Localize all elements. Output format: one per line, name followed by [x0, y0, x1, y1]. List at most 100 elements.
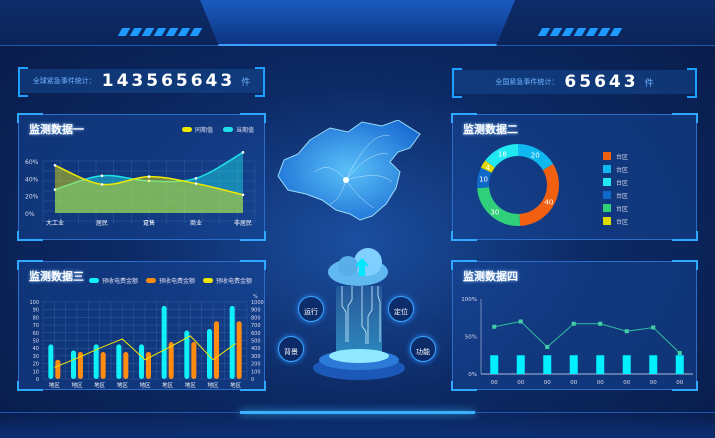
panel-monitor-4: 监测数据四 0% 50% 100% 00 00 00 00 00 00 00 00 — [451, 260, 698, 391]
panel-title: 监测数据二 — [463, 123, 518, 136]
bar-cyan — [48, 344, 54, 379]
x-tick-label: 00 — [650, 380, 657, 386]
x-tick-label: 00 — [676, 380, 683, 386]
y-tick-label: 40 — [33, 346, 39, 352]
data-point — [53, 188, 57, 191]
bar-orange — [78, 352, 83, 379]
x-tick-label: 00 — [597, 380, 604, 386]
bar — [596, 355, 605, 374]
legend-swatch — [603, 165, 611, 173]
bar-cyan — [71, 350, 76, 379]
legend-label: 台区 — [616, 153, 628, 161]
panel-title: 监测数据一 — [29, 123, 84, 136]
legend-label: 台区 — [616, 192, 628, 200]
x-tick-label: 00 — [570, 380, 577, 386]
x-tick-label: 地区 — [185, 381, 197, 389]
bar — [569, 355, 578, 374]
run-button[interactable]: 运行 — [298, 296, 324, 322]
function-button[interactable]: 功能 — [410, 336, 436, 362]
x-tick-label: 00 — [491, 380, 498, 386]
x-tick-label: 非居民 — [234, 219, 252, 227]
data-point — [677, 351, 682, 355]
y2-tick-label: 1000 — [251, 300, 264, 306]
legend-swatch — [603, 217, 611, 225]
footer-bar — [0, 411, 715, 438]
panel-title: 监测数据三 — [29, 270, 84, 283]
data-point — [545, 345, 550, 349]
legend-swatch — [603, 191, 611, 199]
line-series — [494, 320, 681, 354]
background-button[interactable]: 背景 — [278, 336, 304, 362]
data-point — [492, 324, 497, 329]
y-tick-label: 100% — [461, 297, 477, 303]
stat-unit: 件 — [241, 77, 251, 88]
donut-slice — [477, 167, 492, 189]
data-point — [147, 179, 151, 183]
bar-orange — [214, 321, 219, 379]
x-tick-label: 大工业 — [46, 219, 64, 227]
series-area-0 — [55, 165, 243, 213]
china-map — [277, 119, 421, 221]
donut-slice — [485, 144, 518, 168]
bar-orange — [100, 352, 106, 379]
stat-value: 143565643 — [101, 71, 236, 91]
data-point — [100, 183, 104, 186]
y2-tick-label: 0 — [251, 377, 254, 383]
stat-label: 全国紧急事件统计： — [495, 78, 559, 86]
x-tick-label: 地区 — [139, 381, 151, 389]
header-decoration — [117, 28, 203, 36]
bar-cyan — [93, 344, 99, 379]
data-point — [571, 321, 576, 326]
panel-monitor-2: 监测数据二 20 40 30 10 4 18 台区 台区 台区 台区 台区 台区 — [451, 113, 698, 241]
slice-value-label: 30 — [490, 208, 499, 216]
legend-item: 预收电费金额 — [88, 276, 138, 285]
data-point — [194, 182, 198, 185]
y-tick-label: 10 — [33, 369, 39, 375]
y-tick-label: 40% — [25, 176, 39, 183]
data-point — [598, 321, 603, 326]
panel-monitor-3: 监测数据三 预收电费金额 预收电费金额 预收电费金额 0 0 10 100 20 200 3… — [17, 260, 266, 391]
y-tick-label: 70 — [33, 323, 39, 329]
circuit-lines — [341, 286, 381, 344]
x-tick-label: 地区 — [162, 381, 174, 389]
bar-orange — [236, 321, 242, 379]
legend-item: 预收电费金额 — [202, 276, 252, 285]
locate-button[interactable]: 定位 — [388, 296, 414, 322]
chart-legend: 预收电费金额 预收电费金额 预收电费金额 — [88, 276, 252, 285]
y2-tick-label: 800 — [251, 315, 261, 321]
slice-value-label: 40 — [544, 198, 553, 206]
y2-tick-label: 500 — [251, 339, 261, 345]
legend-item: 同期值 — [181, 125, 213, 134]
panel-monitor-1: 监测数据一 同期值 当期值 0% 20% 40% 60% 大工业 居民 趸售 商业 非居民 — [17, 113, 266, 241]
slice-value-label: 18 — [498, 151, 507, 159]
y-tick-label: 100 — [29, 300, 39, 306]
x-tick-label: 地区 — [230, 381, 242, 389]
legend-swatch — [603, 152, 611, 160]
donut-slice — [480, 160, 495, 173]
y2-tick-label: 100 — [251, 369, 261, 375]
slice-value-label: 4 — [486, 164, 491, 172]
y-tick-label: 20 — [33, 362, 39, 368]
center-illustration: 运行 定位 背景 功能 — [270, 119, 445, 390]
bar-cyan — [116, 344, 122, 379]
panel-title: 监测数据四 — [463, 270, 518, 283]
bar — [543, 355, 552, 374]
legend-label: 台区 — [616, 218, 628, 226]
legend-label: 台区 — [616, 166, 628, 174]
y-tick-label: 80 — [33, 315, 39, 321]
line-series — [54, 335, 236, 368]
y2-tick-label: 400 — [251, 346, 261, 352]
legend-swatch — [603, 178, 611, 186]
bar-line-chart: 0% 50% 100% 00 00 00 00 00 00 00 00 — [461, 297, 693, 386]
data-point — [241, 151, 245, 154]
y-tick-label: 50% — [465, 335, 477, 341]
x-tick-label: 地区 — [94, 381, 106, 389]
bar — [516, 355, 525, 374]
legend-label: 台区 — [616, 179, 628, 187]
x-tick-label: 地区 — [207, 381, 219, 389]
stat-label: 全球紧急事件统计： — [32, 77, 96, 85]
china-map-and-cloud-illustration — [277, 119, 421, 380]
data-point — [53, 164, 57, 167]
upload-arrow-icon — [355, 258, 369, 276]
